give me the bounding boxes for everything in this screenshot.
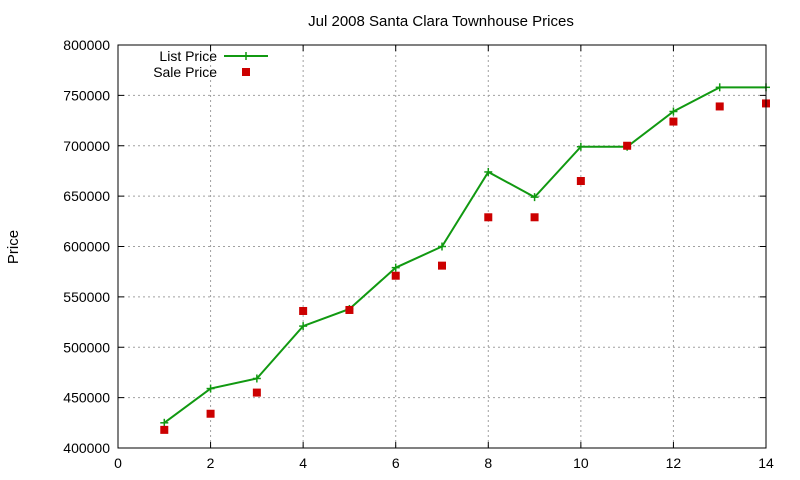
- list-price-point: [669, 107, 678, 116]
- sale-price-point: [391, 271, 400, 280]
- list-price-point: [715, 83, 724, 92]
- sale-price-point: [484, 213, 493, 222]
- y-axis-label: Price: [5, 230, 22, 264]
- sale-price-point: [299, 306, 308, 315]
- x-tick-labels: 0 2 4 6 8 10 12 14: [114, 455, 774, 471]
- sale-price-point: [576, 177, 585, 186]
- series-layer: [160, 83, 770, 434]
- y-tick-label: 550000: [63, 289, 110, 305]
- list-price-point: [206, 384, 215, 393]
- legend-label-list-price: List Price: [159, 48, 217, 64]
- x-tick-label: 10: [573, 455, 589, 471]
- list-price-point: [252, 374, 261, 383]
- sale-price-point: [206, 409, 215, 418]
- x-tick-label: 14: [758, 455, 774, 471]
- list-price-point: [391, 263, 400, 272]
- y-tick-labels: 400000 450000 500000 550000 600000 650000 7000…: [63, 37, 110, 456]
- y-tick-label: 800000: [63, 37, 110, 53]
- list-price-line: [163, 86, 766, 424]
- x-tick-label: 12: [666, 455, 682, 471]
- sale-price-point: [438, 261, 446, 270]
- chart-title: Jul 2008 Santa Clara Townhouse Prices: [308, 13, 574, 30]
- sale-price-point: [160, 425, 169, 434]
- sale-price-point: [530, 213, 539, 222]
- sale-price-point: [715, 102, 724, 111]
- grid-lines: [118, 45, 766, 448]
- sale-price-point: [623, 141, 632, 150]
- legend-swatch-sale-price: [242, 68, 250, 76]
- list-price-point: [299, 322, 308, 331]
- list-price-point: [160, 418, 169, 427]
- y-tick-label: 700000: [63, 138, 110, 154]
- y-tick-label: 750000: [63, 87, 110, 103]
- legend-label-sale-price: Sale Price: [153, 64, 217, 80]
- list-price-point: [438, 242, 446, 251]
- list-price-point: [576, 142, 585, 151]
- x-tick-label: 8: [484, 455, 492, 471]
- y-tick-label: 400000: [63, 440, 110, 456]
- x-tick-label: 4: [299, 455, 307, 471]
- x-tick-label: 2: [207, 455, 215, 471]
- list-price-point: [484, 167, 493, 176]
- sale-price-point: [345, 305, 354, 314]
- y-tick-label: 450000: [63, 390, 110, 406]
- y-tick-label: 650000: [63, 188, 110, 204]
- x-tick-label: 0: [114, 455, 122, 471]
- list-price-point: [530, 193, 539, 202]
- sale-price-point: [669, 117, 678, 126]
- y-tick-label: 500000: [63, 339, 110, 355]
- legend-marker-list-price: [242, 52, 250, 60]
- sale-price-point: [252, 388, 261, 397]
- y-tick-label: 600000: [63, 239, 110, 255]
- plot-border: [117, 44, 767, 449]
- x-tick-label: 6: [392, 455, 400, 471]
